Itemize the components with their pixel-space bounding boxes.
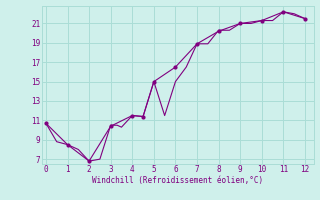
X-axis label: Windchill (Refroidissement éolien,°C): Windchill (Refroidissement éolien,°C): [92, 176, 263, 185]
